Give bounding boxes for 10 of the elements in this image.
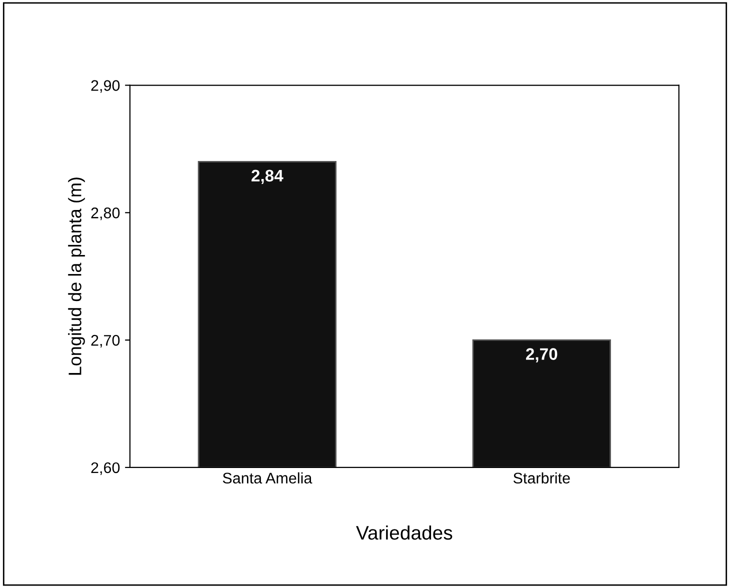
data-label: 2,70 — [526, 348, 558, 362]
y-tick-label: 2,90 — [91, 80, 120, 93]
x-axis-title: Variedades — [356, 525, 452, 540]
y-tick-label: 2,70 — [91, 334, 120, 348]
x-tick-label: Starbrite — [513, 472, 570, 484]
data-label: 2,84 — [252, 170, 284, 184]
y-axis-title: Longitud de la planta (m) — [68, 178, 85, 375]
y-tick-label: 2,60 — [91, 462, 120, 475]
x-tick-label: Santa Amelia — [222, 472, 312, 484]
y-tick-label: 2,80 — [91, 208, 120, 220]
